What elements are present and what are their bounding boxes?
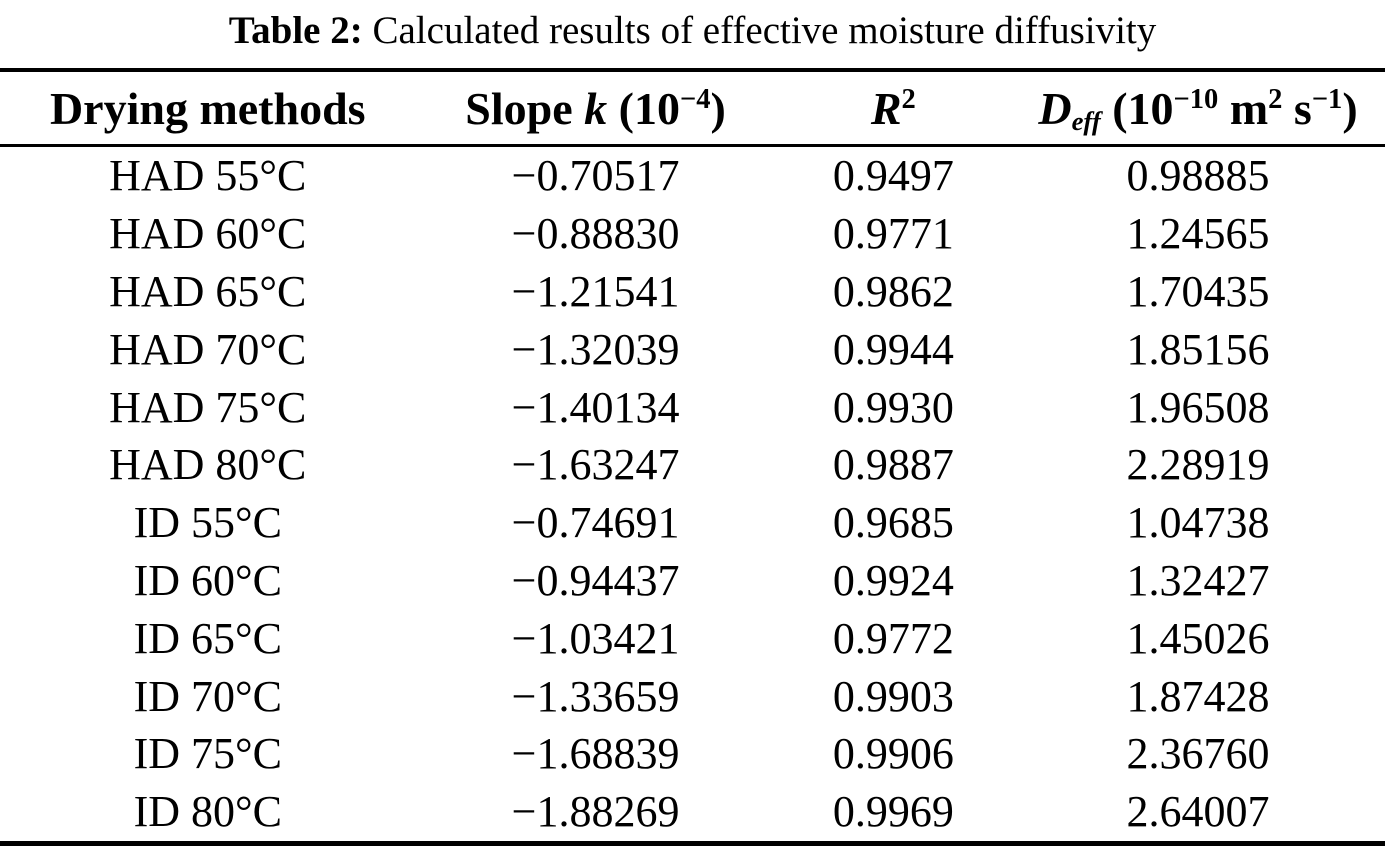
deff-exponent-2: 2 — [1268, 83, 1283, 115]
col-header-slope: Slope k (10−4) — [415, 70, 776, 147]
col-header-drying-methods: Drying methods — [0, 70, 416, 147]
table-row: ID 55°C −0.74691 0.9685 1.04738 — [0, 494, 1385, 552]
table-row: ID 60°C −0.94437 0.9924 1.32427 — [0, 552, 1385, 610]
cell-deff: 2.28919 — [1126, 440, 1270, 490]
cell-r-squared: 0.9887 — [832, 440, 954, 490]
table-row: HAD 60°C −0.88830 0.9771 1.24565 — [0, 205, 1385, 263]
cell-deff: 2.64007 — [1126, 787, 1270, 837]
deff-exponent-1: −10 — [1173, 83, 1219, 115]
cell-deff: 1.04738 — [1126, 498, 1270, 548]
col-header-drying-methods-label: Drying methods — [49, 82, 366, 134]
cell-slope: −0.88830 — [511, 209, 680, 259]
cell-method: HAD 55°C — [109, 151, 307, 201]
deff-unit-close: ) — [1342, 82, 1358, 134]
deff-unit-s: s — [1282, 82, 1312, 134]
slope-header-symbol: k — [584, 82, 608, 134]
col-header-r-squared: R2 — [775, 70, 1012, 147]
header-row: Drying methods Slope k (10−4) R2 Deff (1… — [0, 70, 1385, 147]
cell-deff: 1.85156 — [1126, 324, 1270, 374]
cell-slope: −1.88269 — [511, 787, 680, 837]
table-row: HAD 75°C −1.40134 0.9930 1.96508 — [0, 378, 1385, 436]
cell-slope: −1.33659 — [511, 671, 680, 721]
cell-r-squared: 0.9924 — [832, 555, 954, 605]
cell-method: HAD 60°C — [109, 209, 307, 259]
cell-r-squared: 0.9772 — [832, 613, 954, 663]
cell-method: ID 75°C — [133, 729, 282, 779]
cell-slope: −0.70517 — [511, 151, 680, 201]
cell-r-squared: 0.9969 — [832, 787, 954, 837]
cell-method: HAD 65°C — [109, 266, 307, 316]
table-caption-label: Table 2: — [228, 9, 363, 52]
table-row: ID 70°C −1.33659 0.9903 1.87428 — [0, 667, 1385, 725]
table-row: HAD 55°C −0.70517 0.9497 0.98885 — [0, 146, 1385, 205]
cell-method: ID 70°C — [133, 671, 282, 721]
deff-unit-m: m — [1218, 82, 1269, 134]
cell-deff: 2.36760 — [1126, 729, 1270, 779]
cell-r-squared: 0.9930 — [832, 382, 954, 432]
cell-r-squared: 0.9903 — [832, 671, 954, 721]
cell-r-squared: 0.9944 — [832, 324, 954, 374]
table-row: ID 65°C −1.03421 0.9772 1.45026 — [0, 609, 1385, 667]
cell-r-squared: 0.9685 — [832, 498, 954, 548]
cell-r-squared: 0.9771 — [832, 209, 954, 259]
deff-exponent-3: −1 — [1311, 83, 1343, 115]
table-caption: Table 2: Calculated results of effective… — [0, 0, 1385, 68]
cell-deff: 1.45026 — [1126, 613, 1270, 663]
cell-deff: 1.24565 — [1126, 209, 1270, 259]
cell-method: ID 80°C — [133, 787, 282, 837]
cell-slope: −1.03421 — [511, 613, 680, 663]
cell-slope: −0.74691 — [511, 498, 680, 548]
cell-slope: −1.68839 — [511, 729, 680, 779]
r-squared-exponent: 2 — [901, 83, 916, 115]
r-squared-symbol: R — [870, 82, 902, 134]
table-row: HAD 65°C −1.21541 0.9862 1.70435 — [0, 263, 1385, 321]
table-caption-text: Calculated results of effective moisture… — [372, 9, 1157, 52]
results-table: Drying methods Slope k (10−4) R2 Deff (1… — [0, 68, 1385, 846]
cell-deff: 0.98885 — [1126, 151, 1270, 201]
table-row: HAD 70°C −1.32039 0.9944 1.85156 — [0, 320, 1385, 378]
deff-unit-open: (10 — [1100, 82, 1174, 134]
cell-slope: −1.40134 — [511, 382, 680, 432]
cell-slope: −0.94437 — [511, 555, 680, 605]
cell-slope: −1.21541 — [511, 266, 680, 316]
slope-header-unit-open: (10 — [607, 82, 680, 134]
slope-header-unit-close: ) — [710, 82, 726, 134]
cell-r-squared: 0.9906 — [832, 729, 954, 779]
cell-method: HAD 75°C — [109, 382, 307, 432]
table-row: ID 80°C −1.88269 0.9969 2.64007 — [0, 783, 1385, 843]
cell-deff: 1.70435 — [1126, 266, 1270, 316]
table-row: HAD 80°C −1.63247 0.9887 2.28919 — [0, 436, 1385, 494]
deff-symbol: D — [1038, 82, 1072, 134]
cell-method: HAD 80°C — [109, 440, 307, 490]
deff-subscript: eff — [1071, 106, 1101, 137]
slope-header-prefix: Slope — [465, 82, 585, 134]
cell-deff: 1.32427 — [1126, 555, 1270, 605]
cell-method: ID 55°C — [133, 498, 282, 548]
cell-method: HAD 70°C — [109, 324, 307, 374]
cell-deff: 1.87428 — [1126, 671, 1270, 721]
cell-r-squared: 0.9497 — [832, 151, 954, 201]
cell-method: ID 60°C — [133, 555, 282, 605]
col-header-deff: Deff (10−10 m2 s−1) — [1011, 70, 1385, 147]
cell-deff: 1.96508 — [1126, 382, 1270, 432]
slope-header-exponent: −4 — [679, 83, 711, 115]
table-row: ID 75°C −1.68839 0.9906 2.36760 — [0, 725, 1385, 783]
cell-slope: −1.32039 — [511, 324, 680, 374]
cell-r-squared: 0.9862 — [832, 266, 954, 316]
cell-slope: −1.63247 — [511, 440, 680, 490]
cell-method: ID 65°C — [133, 613, 282, 663]
